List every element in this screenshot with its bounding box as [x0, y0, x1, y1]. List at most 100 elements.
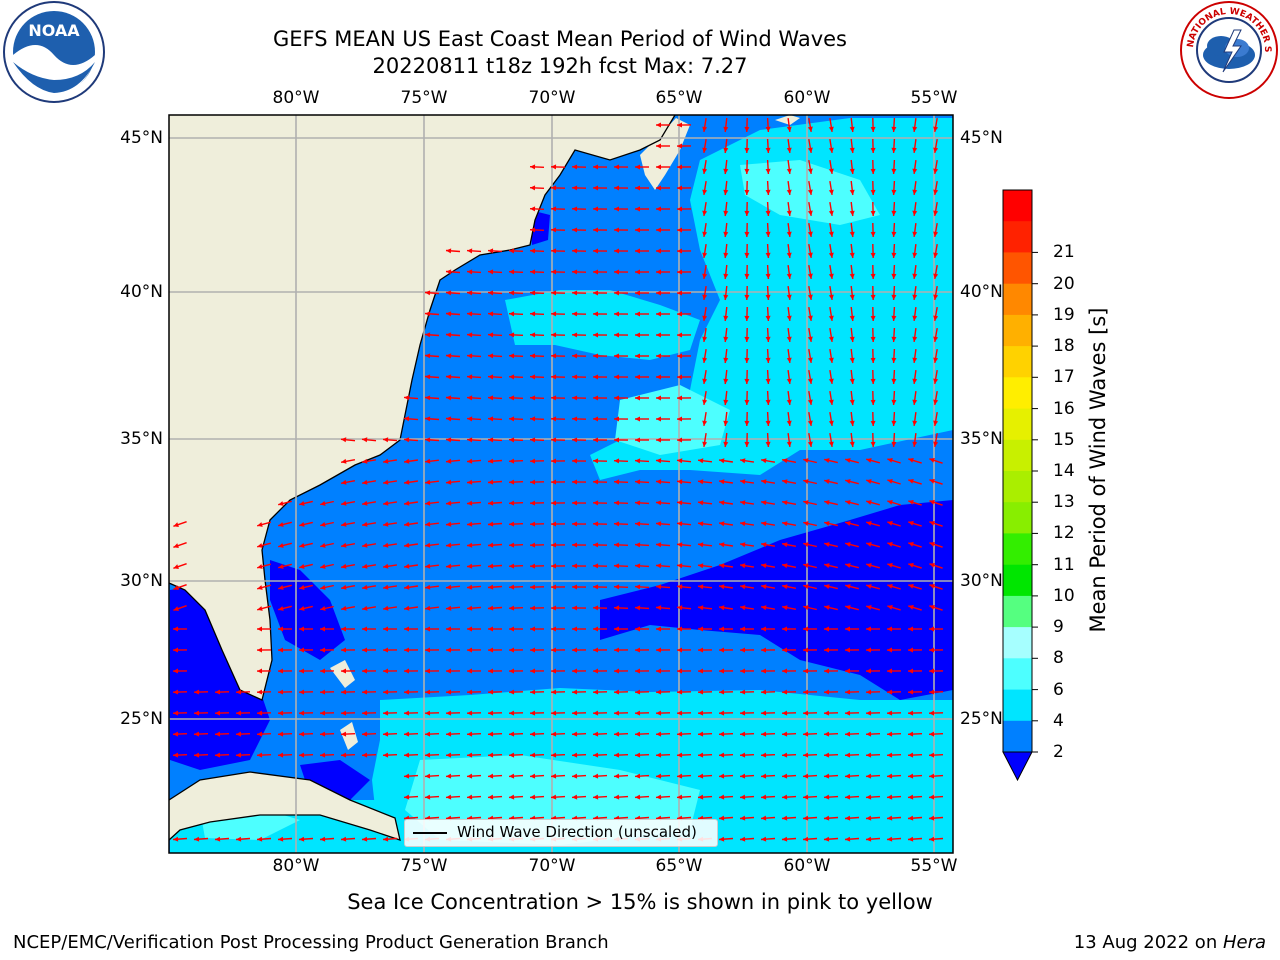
wave-direction-arrowhead	[929, 731, 935, 737]
colorbar-segment	[1003, 408, 1032, 441]
wave-direction-arrowhead	[677, 395, 682, 401]
wave-direction-arrowhead	[320, 647, 325, 653]
wave-direction-arrowhead	[551, 374, 557, 380]
wave-direction-arrowhead	[635, 437, 640, 443]
wave-direction-arrowhead	[593, 584, 599, 590]
wave-direction-arrowhead	[866, 563, 872, 568]
wave-direction-arrowhead	[908, 773, 914, 779]
wave-direction-arrowhead	[719, 668, 724, 674]
wave-direction-arrowhead	[761, 626, 766, 632]
wave-direction-arrowhead	[635, 332, 640, 338]
wave-direction-arrowhead	[744, 189, 750, 195]
wave-direction-arrowhead	[635, 605, 641, 611]
lat-label-left: 40°N	[120, 282, 163, 302]
wave-direction-arrowhead	[887, 689, 893, 695]
wave-direction-arrowhead	[908, 794, 914, 800]
map-frame	[168, 114, 954, 854]
wave-direction-arrowhead	[656, 437, 661, 443]
wave-direction-arrowhead	[572, 395, 578, 401]
wave-direction-arrowhead	[530, 206, 536, 212]
wave-direction-arrowhead	[828, 147, 834, 153]
wave-direction-arrowhead	[740, 836, 746, 842]
wave-direction-arrowhead	[173, 606, 179, 611]
wave-direction-arrowhead	[467, 290, 473, 296]
wave-direction-arrowhead	[446, 374, 452, 380]
wave-direction-arrowhead	[446, 563, 452, 569]
wave-direction-arrowhead	[845, 815, 851, 821]
wave-direction-arrowhead	[551, 206, 557, 212]
wave-direction-arrowhead	[215, 752, 221, 758]
wave-direction-arrowhead	[257, 606, 263, 611]
wave-direction-arrowhead	[803, 668, 808, 674]
wave-direction-arrowhead	[849, 399, 855, 405]
wave-direction-arrowhead	[845, 836, 851, 842]
wave-direction-arrowhead	[702, 273, 708, 279]
wave-direction-arrowhead	[656, 689, 662, 695]
wave-direction-arrowhead	[404, 479, 410, 485]
wave-direction-arrowhead	[488, 584, 494, 590]
wave-direction-arrowhead	[530, 269, 536, 275]
wave-direction-arrowhead	[761, 836, 767, 842]
wave-direction-arrowhead	[509, 395, 515, 401]
wave-direction-arrowhead	[698, 542, 704, 548]
wave-direction-arrowhead	[257, 564, 263, 569]
wave-direction-arrowhead	[467, 605, 473, 611]
wave-direction-arrowhead	[744, 252, 750, 258]
wave-direction-arrowhead	[635, 542, 641, 548]
wave-direction-arrowhead	[488, 395, 494, 401]
wave-direction-arrowhead	[383, 626, 388, 632]
wave-direction-arrowhead	[341, 710, 347, 716]
colorbar-tick-label: 18	[1053, 336, 1075, 357]
wave-direction-arrowhead	[236, 710, 242, 716]
wave-direction-arrowhead	[320, 689, 326, 695]
wave-direction-arrowhead	[807, 357, 813, 363]
wave-direction-arrowhead	[866, 647, 871, 653]
wave-direction-arrowhead	[803, 500, 809, 505]
wave-direction-arrowhead	[530, 773, 536, 779]
wave-direction-arrowhead	[467, 689, 473, 695]
wave-direction-arrowhead	[278, 564, 284, 569]
wave-direction-arrowhead	[341, 458, 347, 464]
wave-direction-arrowhead	[845, 605, 851, 610]
wave-direction-arrowhead	[635, 626, 640, 632]
wave-direction-arrowhead	[551, 500, 556, 506]
colorbar-tick-label: 6	[1053, 679, 1064, 700]
wave-direction-arrowhead	[446, 332, 452, 338]
wave-direction-arrowhead	[824, 500, 830, 505]
wave-direction-arrowhead	[530, 584, 536, 590]
wave-direction-arrowhead	[467, 731, 473, 737]
wave-direction-arrowhead	[807, 378, 813, 384]
wave-direction-arrowhead	[870, 357, 876, 363]
wave-direction-arrowhead	[719, 626, 724, 632]
wave-direction-arrowhead	[656, 332, 661, 338]
wave-direction-arrowhead	[614, 794, 620, 800]
wave-direction-arrowhead	[870, 147, 876, 153]
wave-direction-arrowhead	[593, 332, 598, 338]
wave-direction-arrowhead	[803, 647, 808, 653]
wave-direction-arrowhead	[467, 479, 473, 485]
wave-direction-arrowhead	[677, 269, 682, 275]
wave-direction-arrowhead	[803, 479, 809, 484]
wave-direction-arrowhead	[425, 416, 431, 422]
wave-direction-arrowhead	[215, 836, 221, 842]
wave-direction-arrowhead	[803, 794, 809, 800]
wave-direction-arrowhead	[635, 290, 640, 296]
wave-direction-arrowhead	[866, 731, 872, 737]
wave-direction-arrowhead	[467, 395, 473, 401]
wave-direction-arrowhead	[278, 647, 283, 653]
wave-region-4-6	[505, 290, 700, 360]
colorbar-segment	[1003, 471, 1032, 503]
wave-direction-arrowhead	[320, 564, 326, 569]
wave-direction-arrowhead	[677, 416, 682, 422]
wave-direction-arrowhead	[891, 126, 897, 132]
wave-direction-arrowhead	[677, 584, 683, 590]
lat-label-right: 45°N	[960, 128, 1003, 148]
wave-direction-arrowhead	[593, 500, 599, 506]
wave-direction-arrowhead	[530, 248, 536, 254]
wave-direction-arrowhead	[786, 210, 792, 216]
wave-direction-arrowhead	[912, 231, 918, 237]
wave-direction-arrowhead	[698, 689, 704, 695]
wave-direction-arrowhead	[845, 479, 851, 484]
wave-direction-arrowhead	[551, 332, 557, 338]
wave-direction-arrowhead	[488, 332, 494, 338]
